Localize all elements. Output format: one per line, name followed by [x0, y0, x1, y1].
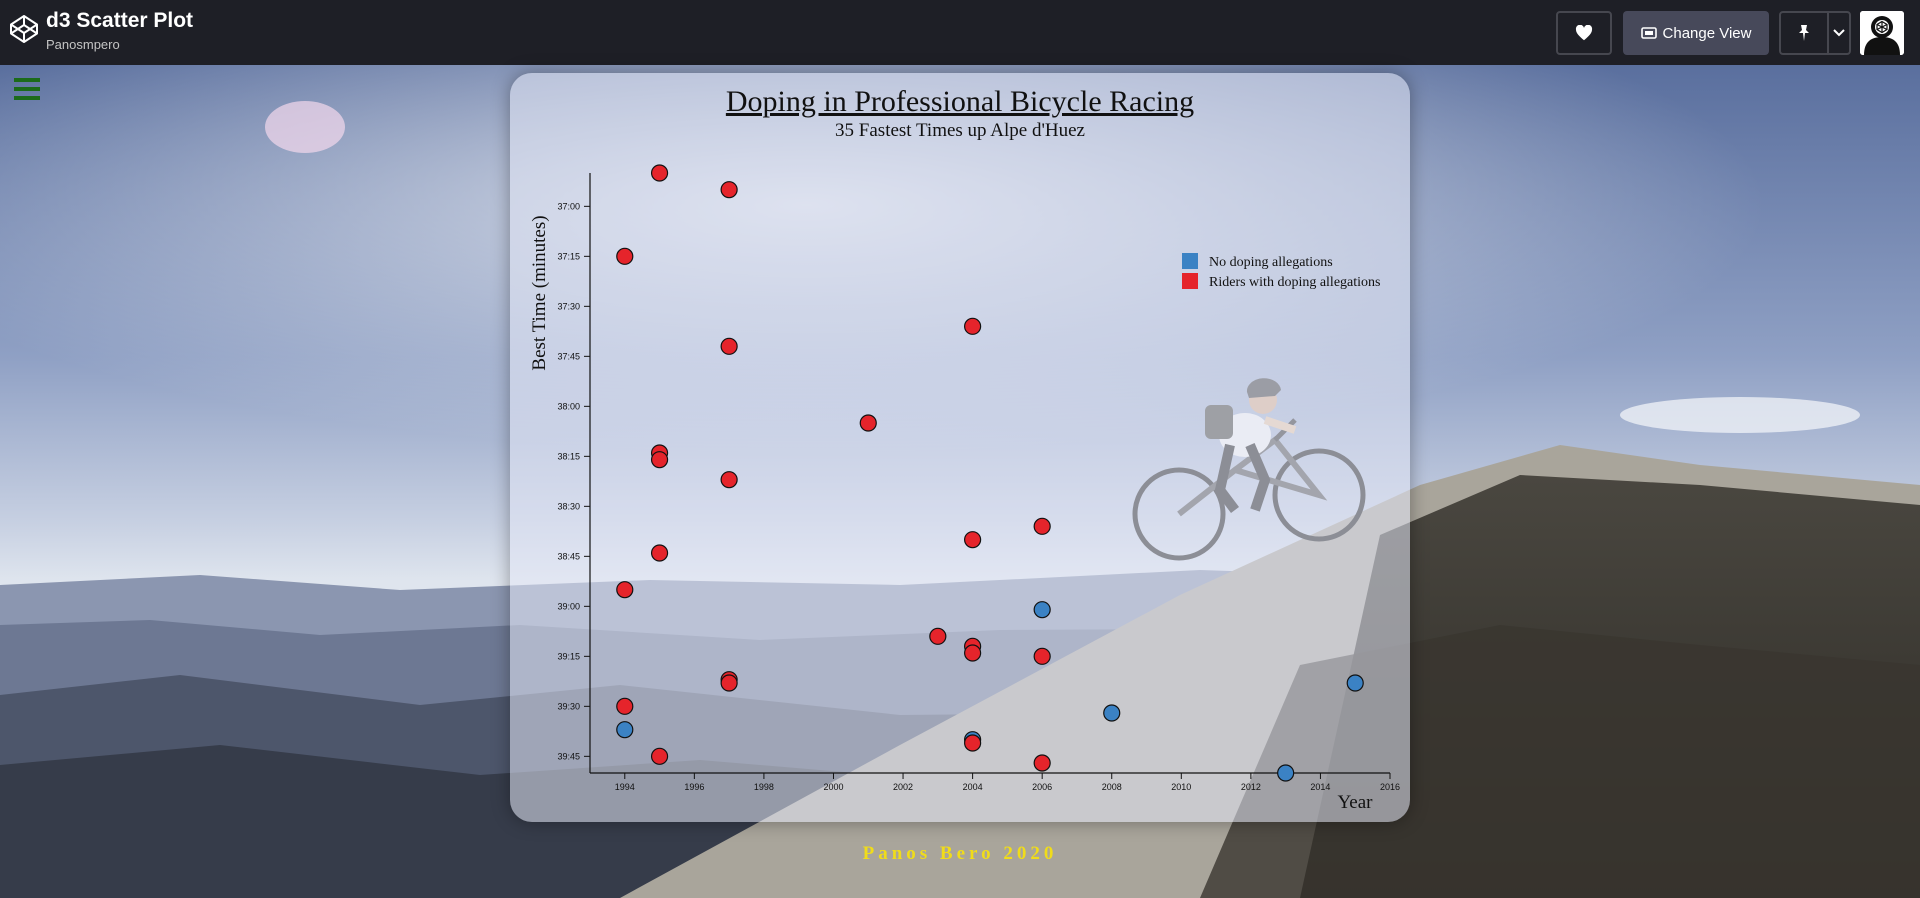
- avatar[interactable]: [1860, 11, 1904, 55]
- chart-title: Doping in Professional Bicycle Racing: [725, 85, 1195, 118]
- y-axis-label: Best Time (minutes): [529, 215, 550, 370]
- pin-dropdown[interactable]: [1829, 29, 1849, 37]
- chart-subtitle: 35 Fastest Times up Alpe d'Huez: [835, 120, 1085, 141]
- y-tick-label: 39:30: [557, 701, 580, 711]
- x-tick-label: 2002: [893, 782, 913, 792]
- data-point: [720, 181, 738, 199]
- scatter-plot: 1994 1996 1998 2000 2002 2004 2006 2008 2010 2012…: [529, 164, 1400, 813]
- data-point: [720, 471, 738, 489]
- y-tick-label: 37:45: [557, 351, 580, 361]
- change-view-button[interactable]: Change View: [1623, 11, 1769, 55]
- x-tick-label: 1998: [754, 782, 774, 792]
- pen-author[interactable]: Panosmpero: [46, 37, 120, 52]
- data-point: [1033, 754, 1051, 772]
- data-point: [1103, 704, 1121, 722]
- data-point: [650, 544, 669, 562]
- data-point: [616, 581, 634, 599]
- x-tick-label: 2016: [1380, 782, 1400, 792]
- data-point: [616, 697, 634, 715]
- x-tick-label: 1994: [615, 782, 635, 792]
- x-tick-label: 2006: [1032, 782, 1052, 792]
- data-point: [964, 531, 982, 549]
- x-tick-label: 2012: [1241, 782, 1261, 792]
- data-point: [1346, 674, 1364, 692]
- heart-icon: [1575, 25, 1593, 41]
- chart-card: Doping in Professional Bicycle Racing 35…: [510, 73, 1410, 822]
- data-point: [720, 337, 738, 355]
- y-tick-label: 39:00: [557, 601, 580, 611]
- x-tick-label: 1996: [684, 782, 704, 792]
- pen-title[interactable]: d3 Scatter Plot: [46, 9, 194, 32]
- x-tick-label: 2004: [963, 782, 983, 792]
- data-point: [1033, 647, 1051, 665]
- x-tick-label: 2010: [1171, 782, 1191, 792]
- y-tick-label: 37:00: [557, 201, 580, 211]
- x-axis-label: Year: [1337, 792, 1373, 813]
- legend-swatch: [1182, 253, 1198, 269]
- data-point: [964, 644, 982, 662]
- y-tick-label: 37:15: [557, 251, 580, 261]
- data-point: [859, 414, 877, 432]
- like-button[interactable]: [1556, 11, 1612, 55]
- top-bar: d3 Scatter Plot Panosmpero Change View: [0, 0, 1920, 65]
- pin-button[interactable]: [1779, 11, 1851, 55]
- legend-label: No doping allegations: [1209, 255, 1333, 270]
- y-tick-label: 38:45: [557, 551, 580, 561]
- data-point: [964, 317, 982, 335]
- data-point: [1033, 601, 1051, 619]
- y-tick-label: 37:30: [557, 301, 580, 311]
- x-tick-label: 2014: [1310, 782, 1330, 792]
- data-point: [616, 721, 634, 739]
- data-point: [929, 627, 947, 645]
- pin-icon: [1799, 25, 1809, 41]
- y-tick-label: 38:00: [557, 401, 580, 411]
- user-avatar-icon: [1860, 11, 1904, 55]
- data-point: [616, 247, 634, 265]
- y-tick-label: 38:15: [557, 451, 580, 461]
- footer-credit: Panos Bero 2020: [862, 843, 1058, 864]
- chevron-down-icon: [1833, 29, 1845, 37]
- change-view-label: Change View: [1662, 24, 1752, 42]
- y-tick-label: 39:15: [557, 651, 580, 661]
- data-point: [720, 674, 738, 692]
- x-tick-label: 2000: [823, 782, 843, 792]
- change-view-icon: [1640, 27, 1657, 39]
- data-point: [650, 451, 669, 469]
- hamburger-menu-icon[interactable]: [14, 78, 40, 100]
- y-tick-label: 39:45: [557, 751, 580, 761]
- legend-swatch: [1182, 273, 1198, 289]
- data-point: [1033, 517, 1051, 535]
- data-point: [650, 747, 669, 765]
- legend-label: Riders with doping allegations: [1209, 275, 1380, 290]
- data-point: [1277, 764, 1295, 782]
- data-point: [650, 164, 669, 182]
- x-tick-label: 2008: [1102, 782, 1122, 792]
- codepen-icon[interactable]: [8, 13, 40, 45]
- data-point: [964, 734, 982, 752]
- y-tick-label: 38:30: [557, 501, 580, 511]
